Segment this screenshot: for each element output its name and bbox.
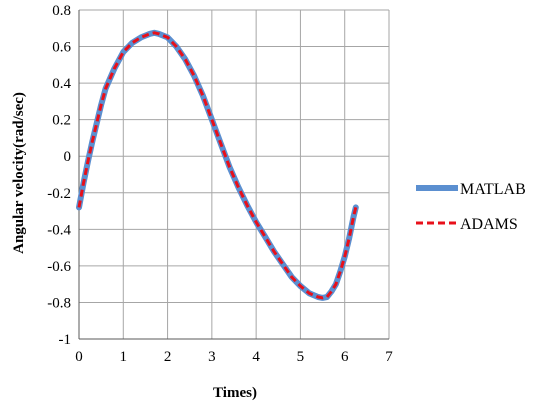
y-tick-label: 0.2	[52, 113, 71, 129]
x-tick-label: 7	[385, 349, 393, 365]
y-tick-label: 0.4	[52, 76, 71, 92]
y-tick-label: -0.4	[47, 222, 71, 238]
x-tick-label: 1	[120, 349, 128, 365]
chart-legend: MATLAB ADAMS	[416, 181, 526, 233]
legend-label-matlab: MATLAB	[460, 181, 526, 198]
legend-label-adams: ADAMS	[460, 216, 518, 233]
y-tick-label: -0.2	[47, 186, 71, 202]
y-axis-title: Angular velocity(rad/sec)	[11, 92, 27, 254]
x-tick-label: 3	[208, 349, 216, 365]
chart-axes	[78, 10, 389, 340]
chart-series	[76, 29, 359, 301]
y-tick-label: 0	[64, 149, 72, 165]
y-tick-label: -0.8	[47, 295, 71, 311]
y-tick-label: 0.6	[52, 40, 71, 56]
x-tick-label: 2	[164, 349, 172, 365]
y-tick-label: -1	[59, 332, 72, 348]
x-axis-title: Times)	[213, 385, 257, 401]
chart-tick-labels: 0 1 2 3 4 5 6 7 0.8 0.6 0.4 0.2 0 -0.2 -0.4 -0.6 -0.8 -1	[47, 3, 393, 365]
x-tick-label: 0	[75, 349, 83, 365]
series-line-matlab	[76, 29, 359, 301]
x-tick-label: 4	[252, 349, 260, 365]
x-tick-label: 6	[341, 349, 349, 365]
x-tick-label: 5	[297, 349, 305, 365]
series-line-adams	[77, 31, 358, 300]
y-tick-label: 0.8	[52, 3, 71, 19]
y-tick-label: -0.6	[47, 259, 71, 275]
